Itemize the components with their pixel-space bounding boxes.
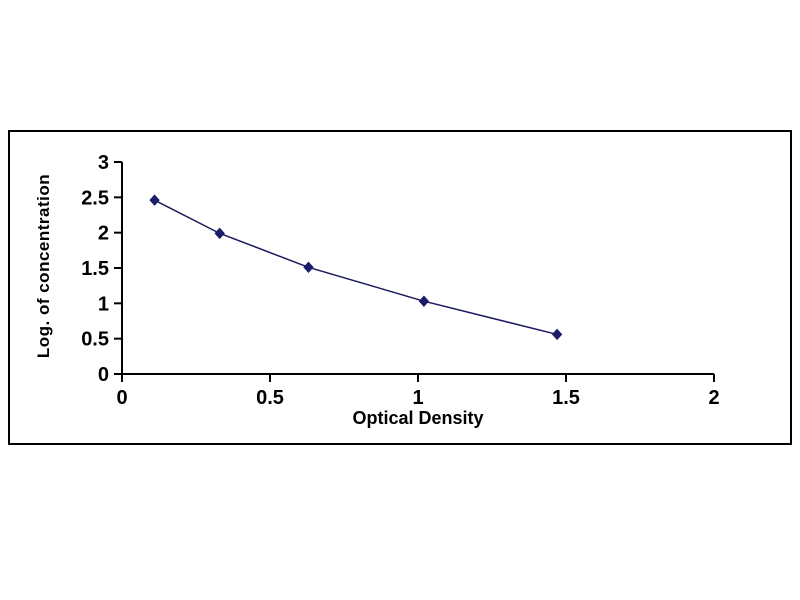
- x-tick-label: 1.5: [552, 387, 580, 409]
- y-tick-label: 2.5: [81, 187, 109, 209]
- data-point-marker: [149, 194, 160, 206]
- standard-curve-plot: 0 0.5 1 1.5 2 0 0.5 1 1.5 2 2.5 3: [81, 152, 719, 409]
- x-tick-label: 0: [116, 387, 127, 409]
- curve-line: [154, 199, 558, 336]
- x-tick-label: 1: [412, 387, 423, 409]
- y-tick-label: 1: [98, 293, 109, 315]
- y-axis-label: Log. of concentration: [34, 173, 53, 359]
- y-tick-label: 0.5: [81, 329, 109, 351]
- data-point-marker: [303, 261, 314, 274]
- data-point-marker: [551, 328, 563, 341]
- y-tick-label: 2: [98, 223, 109, 245]
- chart-frame: 0 0.5 1 1.5 2 0 0.5 1 1.5 2 2.5 3 Log. of concentra…: [8, 130, 792, 445]
- y-tick-label: 1.5: [81, 258, 109, 280]
- x-tick-label: 0.5: [256, 387, 284, 409]
- data-point-marker: [214, 227, 225, 240]
- y-tick-label: 3: [98, 152, 109, 174]
- data-point-marker: [418, 295, 430, 307]
- x-axis-label: Optical Density: [352, 408, 484, 428]
- x-tick-label: 2: [708, 387, 719, 409]
- y-tick-label: 0: [98, 364, 109, 386]
